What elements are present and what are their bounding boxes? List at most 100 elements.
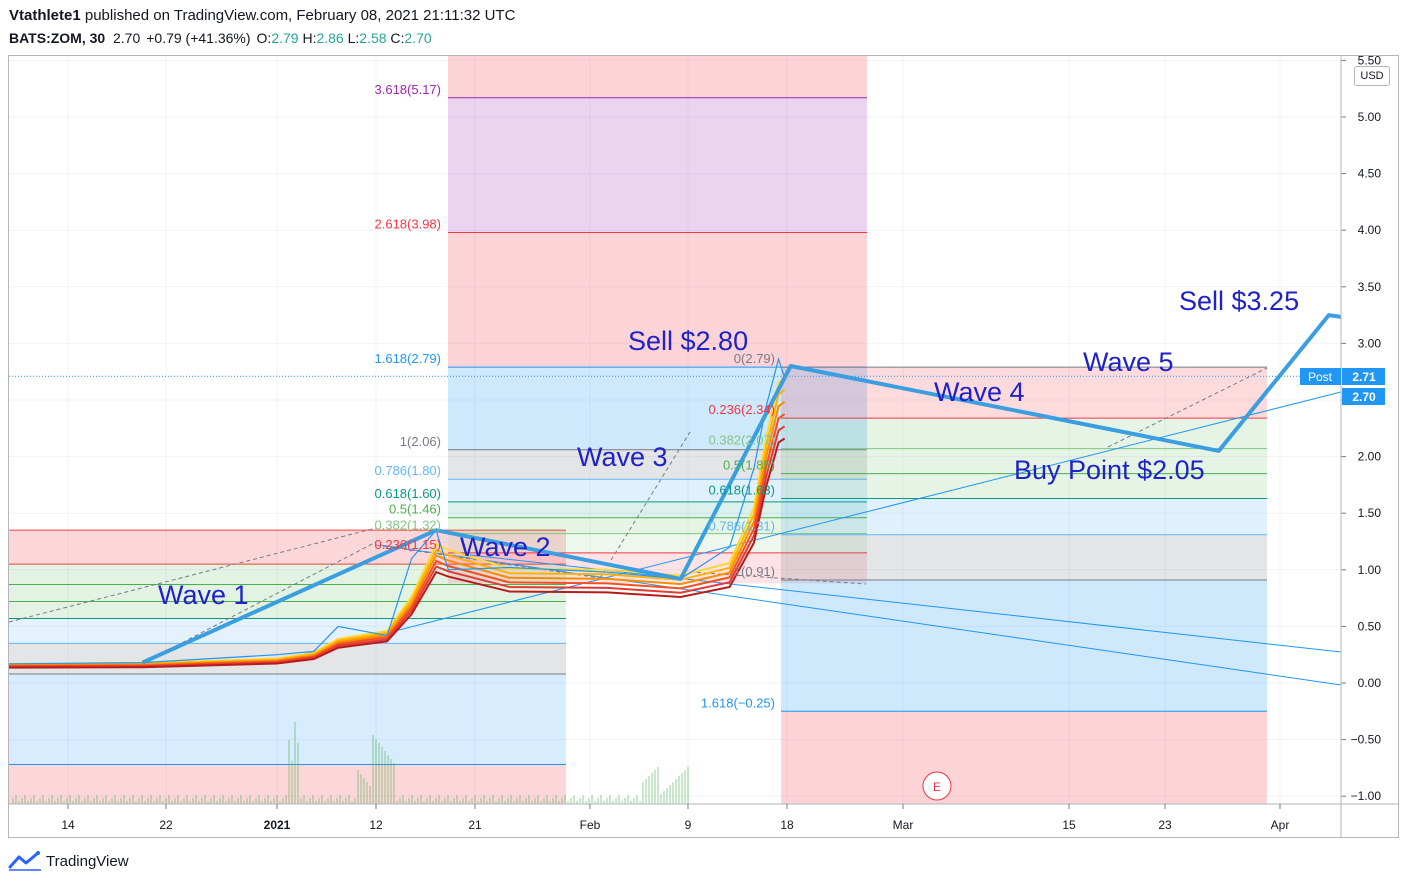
volume-bar	[216, 801, 218, 804]
volume-bar	[219, 798, 221, 804]
volume-bar	[333, 801, 335, 804]
volume-bar	[426, 798, 428, 804]
volume-bar	[213, 795, 215, 804]
publish-info: Vtathlete1 published on TradingView.com,…	[9, 7, 515, 24]
fib-ext-zone	[448, 232, 867, 368]
plot-area	[9, 56, 1341, 804]
x-axis-tick-label: 12	[369, 818, 383, 832]
volume-bar	[420, 795, 422, 804]
volume-bar	[39, 798, 41, 804]
volume-bar	[237, 798, 239, 804]
volume-bar	[657, 767, 659, 804]
volume-bar	[228, 798, 230, 804]
volume-bar	[447, 795, 449, 804]
volume-bar	[573, 795, 575, 804]
volume-bar	[87, 795, 89, 804]
volume-bar	[489, 798, 491, 804]
volume-bar	[429, 795, 431, 804]
ma-ribbon-line	[9, 376, 786, 665]
volume-bar	[249, 795, 251, 804]
currency-button[interactable]: USD	[1354, 66, 1390, 86]
fib-connector-dashed	[599, 431, 691, 579]
fib-connector-dashed	[9, 527, 377, 623]
volume-bar	[240, 795, 242, 804]
volume-bar	[264, 798, 266, 804]
volume-bar	[210, 798, 212, 804]
volume-bar	[531, 801, 533, 804]
volume-bar	[114, 795, 116, 804]
x-axis-tick-label: 2021	[264, 818, 291, 832]
volume-bar	[621, 801, 623, 804]
volume-bar	[444, 798, 446, 804]
volume-bar	[297, 743, 299, 804]
volume-bar	[258, 795, 260, 804]
volume-bar	[93, 798, 95, 804]
volume-bar	[234, 801, 236, 804]
volume-bar	[516, 798, 518, 804]
volume-bar	[411, 795, 413, 804]
author-name[interactable]: Vtathlete1	[9, 7, 81, 24]
volume-bar	[99, 801, 101, 804]
wave-annotation-label: Wave 1	[158, 580, 249, 610]
volume-bar	[177, 795, 179, 804]
volume-bar	[570, 798, 572, 804]
volume-bar	[21, 798, 23, 804]
volume-bar	[12, 798, 14, 804]
volume-bar	[69, 795, 71, 804]
volume-bar	[81, 801, 83, 804]
volume-bar	[57, 798, 59, 804]
volume-bar	[567, 801, 569, 804]
last-price-text: 2.70	[1352, 390, 1376, 404]
fib-ext-label: 0.618(1.60)	[375, 486, 442, 501]
volume-bar	[441, 801, 443, 804]
y-axis-tick-label: 3.50	[1358, 280, 1382, 294]
volume-bar	[615, 798, 617, 804]
volume-bar	[408, 798, 410, 804]
fib-ext-label: 0.382(1.32)	[375, 518, 442, 533]
post-tag-label: Post	[1308, 370, 1333, 384]
volume-bar	[585, 801, 587, 804]
volume-bar	[186, 795, 188, 804]
volume-bar	[222, 795, 224, 804]
volume-bar	[669, 785, 671, 804]
wave-annotation-label: Sell $2.80	[628, 326, 748, 356]
volume-bar	[357, 770, 359, 804]
volume-bar	[402, 795, 404, 804]
volume-bar	[252, 801, 254, 804]
volume-bar	[549, 801, 551, 804]
volume-bar	[372, 735, 374, 804]
wave-annotation-label: Wave 5	[1083, 347, 1174, 377]
volume-bar	[666, 788, 668, 804]
open-label: O:	[256, 30, 272, 46]
volume-bar	[129, 798, 131, 804]
volume-bar	[366, 782, 368, 804]
footer-brand[interactable]: TradingView	[8, 851, 129, 871]
chart-frame	[8, 55, 1399, 838]
volume-bar	[633, 798, 635, 804]
volume-bar	[510, 795, 512, 804]
ma-ribbon-line	[9, 425, 786, 668]
volume-bar	[414, 801, 416, 804]
volume-bar	[351, 801, 353, 804]
volume-bar	[201, 798, 203, 804]
open-value: 2.79	[271, 30, 299, 46]
volume-bar	[135, 801, 137, 804]
volume-bar	[561, 798, 563, 804]
volume-bar	[630, 801, 632, 804]
volume-bar	[486, 801, 488, 804]
volume-bar	[204, 795, 206, 804]
volume-bar	[312, 795, 314, 804]
y-axis-tick-label: 3.00	[1358, 336, 1382, 350]
volume-bar	[126, 801, 128, 804]
high-value: 2.86	[316, 30, 344, 46]
volume-bar	[315, 801, 317, 804]
volume-bar	[609, 795, 611, 804]
x-axis-tick-label: 15	[1062, 818, 1076, 832]
volume-bar	[15, 795, 17, 804]
ohlc-legend: BATS:ZOM, 30 2.70 +0.79 (+41.36%) O:2.79 H…	[9, 30, 432, 46]
volume-bar	[432, 801, 434, 804]
volume-bar	[453, 798, 455, 804]
volume-bar	[144, 801, 146, 804]
fib-retr-zone	[781, 367, 1267, 419]
